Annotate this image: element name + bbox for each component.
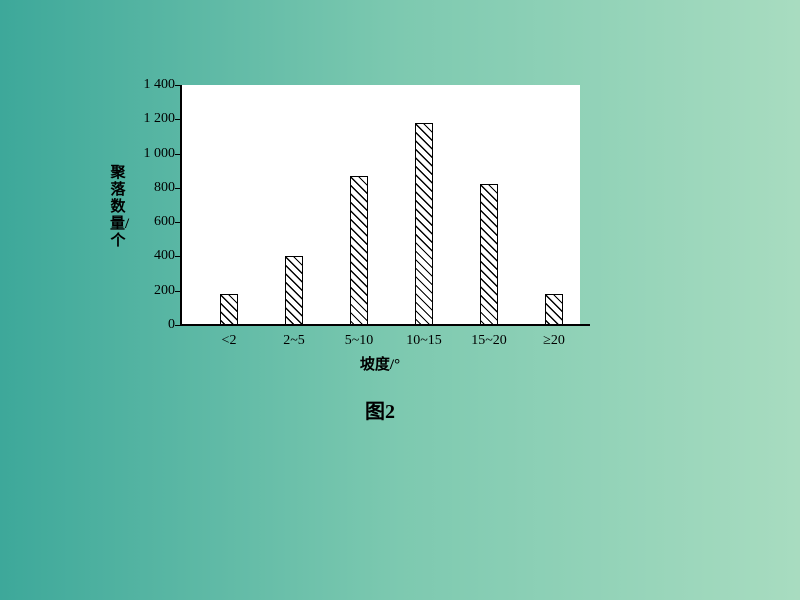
y-tick-label: 200 xyxy=(120,283,175,299)
y-tick-mark xyxy=(175,188,180,189)
y-tick-label: 800 xyxy=(120,180,175,196)
x-axis-title: 坡度/° xyxy=(360,353,400,374)
y-tick-label: 1 400 xyxy=(120,77,175,93)
bar-5 xyxy=(545,294,563,325)
y-tick-label: 0 xyxy=(120,317,175,333)
y-tick-label: 1 200 xyxy=(120,111,175,127)
x-tick-label: 5~10 xyxy=(345,333,374,349)
y-tick-mark xyxy=(175,325,180,326)
plot-background xyxy=(180,85,580,325)
bar-3 xyxy=(415,123,433,325)
bar-4 xyxy=(480,184,498,325)
y-tick-mark xyxy=(175,222,180,223)
y-tick-mark xyxy=(175,291,180,292)
x-tick-label: 2~5 xyxy=(283,333,305,349)
x-tick-label: 10~15 xyxy=(406,333,442,349)
y-axis-title: 聚落数量/个 xyxy=(110,165,126,250)
bar-0 xyxy=(220,294,238,325)
x-tick-label: ≥20 xyxy=(543,333,565,349)
y-tick-mark xyxy=(175,119,180,120)
y-tick-label: 1 000 xyxy=(120,146,175,162)
y-tick-mark xyxy=(175,85,180,86)
bar-chart: 0 200 400 600 800 1 000 1 200 1 400 聚落数量… xyxy=(120,85,590,405)
y-tick-mark xyxy=(175,154,180,155)
bar-1 xyxy=(285,256,303,325)
x-tick-label: <2 xyxy=(222,333,237,349)
x-tick-label: 15~20 xyxy=(471,333,507,349)
y-axis-line xyxy=(180,85,182,325)
y-tick-mark xyxy=(175,256,180,257)
chart-caption: 图2 xyxy=(365,395,395,424)
bar-2 xyxy=(350,176,368,325)
y-axis-labels: 0 200 400 600 800 1 000 1 200 1 400 xyxy=(120,77,175,333)
x-axis-line xyxy=(180,324,590,326)
y-tick-label: 400 xyxy=(120,248,175,264)
